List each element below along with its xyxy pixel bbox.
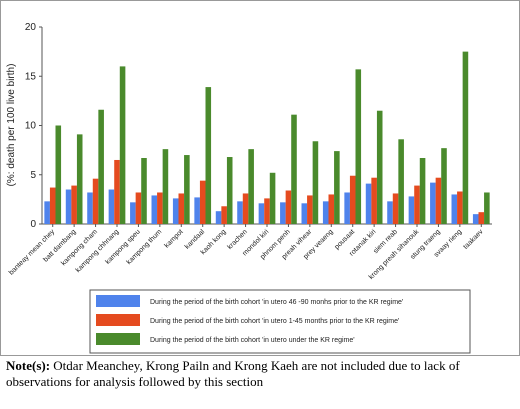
bar: [344, 192, 350, 224]
bar: [194, 197, 200, 224]
bar: [135, 192, 142, 224]
y-axis-title: (%: death per 100 live birth): [6, 64, 17, 187]
bar: [108, 189, 115, 224]
bar: [98, 109, 104, 224]
bar: [392, 193, 399, 224]
bar: [248, 149, 254, 224]
bar: [291, 114, 297, 224]
bar: [49, 187, 56, 224]
legend-label: During the period of the birth cohort 'i…: [150, 337, 355, 344]
y-tick-label: 20: [25, 22, 37, 33]
bar: [162, 149, 169, 224]
bar: [387, 201, 393, 224]
bar: [376, 110, 383, 224]
bar: [65, 189, 72, 224]
bar: [215, 211, 222, 224]
bar: [322, 201, 329, 224]
bar: [408, 196, 415, 224]
bar: [264, 198, 270, 224]
bar: [280, 202, 286, 224]
bar: [199, 180, 206, 224]
y-tick-label: 10: [25, 121, 37, 132]
bar: [184, 155, 190, 224]
bar: [435, 177, 442, 224]
bar: [92, 178, 99, 224]
bar: [87, 192, 93, 224]
x-tick-label: kampot: [164, 228, 185, 249]
legend-swatch: [96, 295, 140, 307]
legend-swatch: [96, 314, 140, 326]
bar: [484, 192, 490, 224]
bar: [355, 69, 362, 224]
bar: [269, 172, 276, 224]
bar: [334, 151, 340, 224]
bar: [130, 202, 136, 224]
bar: [114, 159, 120, 224]
legend-swatch: [96, 333, 140, 345]
bar: [226, 157, 233, 224]
bar: [285, 190, 292, 224]
y-tick-label: 5: [30, 170, 36, 181]
legend-label: During the period of the birth cohort 'i…: [150, 318, 399, 325]
bar: [141, 158, 147, 224]
bar: [472, 214, 479, 224]
bar: [55, 125, 62, 224]
bar: [76, 134, 83, 224]
bar: [44, 201, 50, 224]
bar: [430, 182, 436, 224]
bar: [237, 201, 243, 224]
bar: [205, 87, 212, 225]
bar: [119, 66, 126, 225]
bar: [157, 192, 163, 224]
bar: [462, 51, 469, 224]
bar: [307, 195, 313, 224]
bar: [178, 193, 185, 224]
bar: [419, 158, 426, 224]
x-tick-label: taakaev: [462, 228, 485, 251]
y-tick-label: 0: [30, 219, 36, 230]
bar: [371, 177, 377, 224]
bar: [172, 198, 179, 224]
bar: [414, 185, 420, 224]
bar: [151, 195, 158, 224]
bar: [312, 141, 319, 224]
bar: [398, 139, 404, 224]
bar: [478, 212, 485, 224]
chart: (%: death per 100 live birth) 05101520ba…: [0, 0, 520, 356]
bar: [301, 203, 308, 224]
bar: [221, 206, 227, 224]
bar: [71, 185, 77, 224]
note: Note(s): Otdar Meanchey, Krong Pailn and…: [6, 358, 514, 390]
y-tick-label: 15: [25, 71, 37, 82]
bar: [258, 203, 265, 224]
bar: [349, 175, 356, 224]
note-text: Otdar Meanchey, Krong Pailn and Krong Ka…: [6, 358, 460, 389]
bar: [451, 194, 458, 224]
bar: [441, 148, 447, 224]
bar: [365, 183, 372, 224]
bar: [328, 194, 335, 224]
legend-frame: [89, 289, 471, 354]
bar: [242, 193, 249, 224]
bar: [457, 191, 463, 224]
note-label: Note(s):: [6, 358, 51, 373]
legend-label: During the period of the birth cohort 'i…: [150, 299, 403, 306]
